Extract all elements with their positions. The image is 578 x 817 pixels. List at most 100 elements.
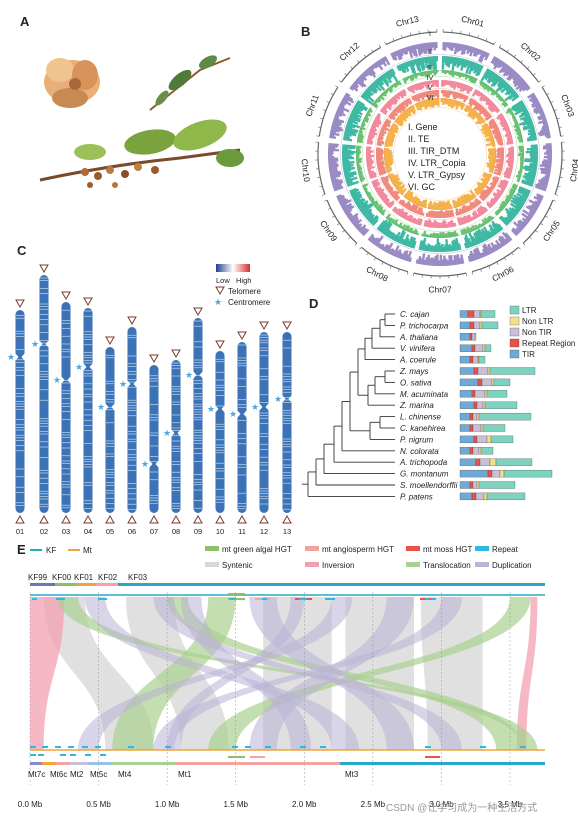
circos-track-bar — [365, 112, 372, 117]
mt-segment — [70, 762, 88, 765]
repeat-marker — [330, 598, 335, 600]
circos-track-bar — [475, 64, 483, 77]
circos-track-bar — [524, 177, 535, 183]
legend-label: Duplication — [492, 561, 532, 570]
circos-track-bar — [454, 240, 459, 251]
circos-track-bar — [423, 244, 427, 251]
telomere-top-marker — [149, 354, 159, 364]
circos-track-bar — [455, 237, 460, 251]
circos-track-bar — [509, 187, 516, 193]
circos-track-bar — [479, 81, 484, 87]
circos-track-bar — [542, 121, 548, 125]
circos-track-bar — [329, 170, 341, 176]
circos-track-bar — [506, 213, 514, 221]
circos-track-bar — [403, 250, 409, 261]
circos-track-bar — [513, 194, 526, 204]
circos-track-bar — [423, 219, 428, 227]
circos-track-bar — [362, 228, 370, 237]
circos-track-bar — [370, 216, 380, 225]
circos-track-bar — [415, 259, 419, 264]
circos-track-bar — [496, 59, 503, 69]
circos-track-bar — [342, 204, 353, 212]
scale-low-label: Low — [216, 276, 230, 285]
chromosome-01 — [15, 310, 25, 513]
circos-track-bar — [425, 56, 430, 64]
legend-label: mt moss HGT — [423, 545, 472, 554]
circos-track-bar — [353, 195, 363, 202]
centromere-constriction — [105, 403, 115, 411]
circos-track-bar — [331, 179, 343, 185]
circos-track-bar — [403, 189, 411, 198]
circos-track-bar — [505, 86, 513, 93]
axis-tick-label: 3.5 Mb — [498, 800, 523, 809]
circos-track-bar — [516, 135, 523, 140]
circos-track-bar — [490, 89, 497, 96]
circos-track-bar — [366, 67, 377, 78]
repeat-marker — [245, 746, 251, 748]
mt-segment-label: Mt6c — [50, 770, 67, 779]
mt-segment-label: Mt2 — [70, 770, 84, 779]
axis-tick-label: 2.0 Mb — [292, 800, 317, 809]
te-bar-repeat — [471, 492, 477, 501]
circos-track-bar — [472, 47, 477, 54]
te-bar-nonltr — [489, 458, 497, 466]
circos-track-bar — [360, 94, 374, 105]
circos-track-bar — [483, 243, 491, 255]
circos-track-bar — [402, 47, 407, 56]
te-bar-nontir — [481, 378, 493, 387]
circos-track-bar — [368, 66, 376, 75]
circos-track-bar — [464, 234, 471, 248]
circos-track-bar — [433, 56, 437, 70]
circos-track-bar — [465, 95, 469, 101]
species-label: L. chinense — [400, 413, 441, 422]
circos-track-bar — [409, 227, 414, 234]
circos-track-bar — [427, 80, 431, 85]
mt-segment — [112, 762, 175, 765]
circos-track-bar — [400, 48, 405, 55]
te-bar-tir — [459, 355, 471, 364]
synteny-ribbon — [208, 597, 531, 750]
circos-track-bar — [423, 71, 427, 77]
circos-track-bar — [343, 168, 352, 173]
circos-tick — [506, 49, 509, 53]
telomere-bottom-marker — [149, 514, 159, 524]
circos-track-bar — [330, 128, 340, 133]
centromere-marker: ★ — [7, 352, 15, 362]
repeat-marker — [480, 746, 486, 748]
circos-track-bar — [342, 156, 355, 160]
circos-track-bar — [375, 204, 382, 210]
circos-track-bar — [469, 250, 476, 262]
circos-track-bar — [331, 178, 339, 183]
circos-tick — [552, 199, 556, 202]
te-bar-repeat — [469, 321, 475, 330]
circos-track-bar — [541, 160, 552, 165]
kf-segment — [30, 583, 55, 586]
circos-track-bar — [498, 60, 505, 69]
circos-track-bar — [344, 129, 356, 135]
circos-track-bar — [419, 57, 425, 71]
circos-track-bar — [469, 226, 474, 233]
circos-track-bar — [335, 112, 343, 117]
te-bar-tir — [459, 321, 471, 330]
circos-track-bar — [504, 207, 516, 218]
circos-track-bar — [517, 222, 525, 230]
circos-track-bar — [478, 50, 485, 62]
circos-track-bar — [358, 174, 364, 179]
circos-track-bar — [384, 244, 391, 253]
circos-tick — [496, 261, 499, 265]
circos-track-bar — [521, 179, 534, 186]
centromere-marker: ★ — [53, 375, 61, 385]
te-bar-nontir — [471, 333, 476, 341]
centromere-constriction — [15, 353, 25, 361]
circos-track-bar — [511, 184, 518, 189]
circos-track-bar — [344, 94, 354, 101]
telomere-top-marker — [39, 264, 49, 274]
circos-track-bar — [335, 110, 346, 117]
circos-track-bar — [520, 109, 529, 116]
circos-track-bar — [416, 43, 422, 56]
circos-track-bar — [500, 215, 510, 225]
circos-track-bar — [358, 202, 369, 210]
panel-label-d: D — [309, 296, 319, 311]
circos-track-bar — [331, 122, 340, 128]
circos-tick — [356, 60, 360, 63]
